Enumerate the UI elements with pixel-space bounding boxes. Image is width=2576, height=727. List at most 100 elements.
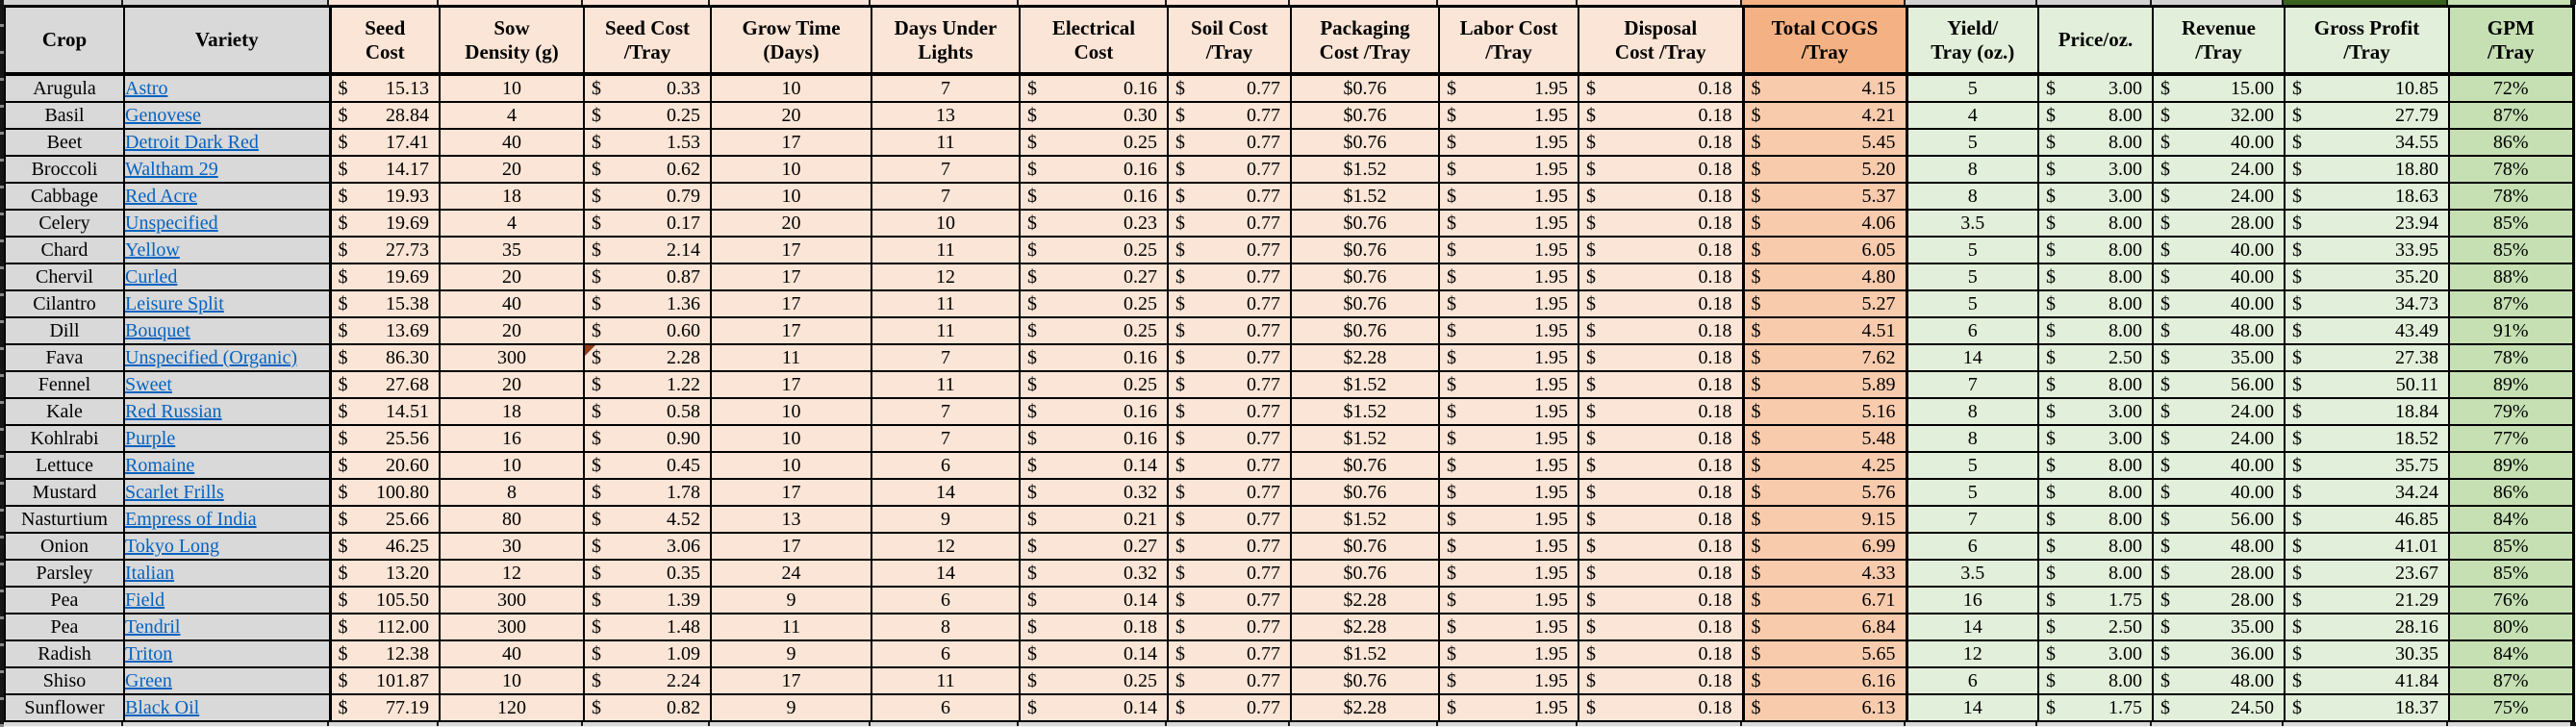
cell-gross_profit_tray[interactable]: $35.20 xyxy=(2284,263,2450,291)
cell-labor_cost_tray[interactable]: $1.95 xyxy=(1438,182,1579,211)
cell-gross_profit_tray[interactable]: $34.24 xyxy=(2284,478,2450,507)
cell-labor_cost_tray[interactable]: $1.95 xyxy=(1438,424,1579,453)
cell-packaging_cost_tray[interactable]: $0.76 xyxy=(1290,209,1440,238)
cell-seed_cost[interactable]: $12.38 xyxy=(328,639,441,668)
cell-total_cogs_tray[interactable]: $6.99 xyxy=(1741,532,1907,561)
cell-sow_density[interactable]: 30 xyxy=(439,532,585,561)
cell-variety[interactable]: Leisure Split xyxy=(123,289,331,318)
cell-seed_cost_tray[interactable]: $1.22 xyxy=(583,370,712,399)
cell-grow_time[interactable]: 10 xyxy=(710,155,872,184)
cell-crop[interactable]: Dill xyxy=(4,316,125,345)
cell-disposal_cost_tray[interactable]: $0.18 xyxy=(1578,639,1744,668)
cell-seed_cost[interactable]: $101.87 xyxy=(328,666,441,695)
cell-soil_cost_tray[interactable]: $0.77 xyxy=(1167,424,1292,453)
cell-packaging_cost_tray[interactable]: $0.76 xyxy=(1290,532,1440,561)
cell-disposal_cost_tray[interactable]: $0.18 xyxy=(1578,316,1744,345)
cell-seed_cost_tray[interactable]: $0.60 xyxy=(583,316,712,345)
cell-sow_density[interactable]: 4 xyxy=(439,209,585,238)
cell-disposal_cost_tray[interactable]: $0.18 xyxy=(1578,236,1744,264)
cell-revenue_tray[interactable]: $40.00 xyxy=(2152,263,2286,291)
cell-variety[interactable]: Tokyo Long xyxy=(123,532,331,561)
cell-grow_time[interactable]: 17 xyxy=(710,532,872,561)
cell-disposal_cost_tray[interactable]: $0.18 xyxy=(1578,128,1744,157)
cell-soil_cost_tray[interactable]: $0.77 xyxy=(1167,263,1292,291)
cell-variety[interactable]: Sweet xyxy=(123,370,331,399)
cell-days_under_lights[interactable]: 7 xyxy=(871,73,1021,103)
cell-gpm_tray[interactable]: 85% xyxy=(2448,236,2575,264)
cell-sow_density[interactable]: 300 xyxy=(439,613,585,641)
cell-packaging_cost_tray[interactable]: $0.76 xyxy=(1290,263,1440,291)
cell-revenue_tray[interactable]: $24.00 xyxy=(2152,424,2286,453)
cell-gpm_tray[interactable]: 79% xyxy=(2448,397,2575,426)
cell-yield_tray[interactable]: 16 xyxy=(1905,586,2039,614)
cell-soil_cost_tray[interactable]: $0.77 xyxy=(1167,559,1292,588)
cell-labor_cost_tray[interactable]: $1.95 xyxy=(1438,559,1579,588)
cell-revenue_tray[interactable]: $32.00 xyxy=(2152,101,2286,130)
cell-seed_cost[interactable]: $14.51 xyxy=(328,397,441,426)
cell-soil_cost_tray[interactable]: $0.77 xyxy=(1167,370,1292,399)
variety-link[interactable]: Genovese xyxy=(125,105,201,126)
cell-total_cogs_tray[interactable]: $5.16 xyxy=(1741,397,1907,426)
cell-disposal_cost_tray[interactable]: $0.18 xyxy=(1578,613,1744,641)
cell-grow_time[interactable]: 13 xyxy=(710,505,872,534)
cell-packaging_cost_tray[interactable]: $0.76 xyxy=(1290,559,1440,588)
cell-total_cogs_tray[interactable]: $9.15 xyxy=(1741,505,1907,534)
cell-seed_cost[interactable]: $17.41 xyxy=(328,128,441,157)
cell-electrical_cost[interactable]: $0.14 xyxy=(1019,586,1169,614)
cell-yield_tray[interactable]: 7 xyxy=(1905,370,2039,399)
cell-sow_density[interactable]: 10 xyxy=(439,451,585,480)
cell-sow_density[interactable]: 40 xyxy=(439,289,585,318)
column-header-packaging_cost_tray[interactable]: Packaging Cost /Tray xyxy=(1290,5,1440,76)
cell-gpm_tray[interactable]: 78% xyxy=(2448,343,2575,372)
cell-electrical_cost[interactable]: $0.25 xyxy=(1019,236,1169,264)
cell-electrical_cost[interactable]: $0.23 xyxy=(1019,209,1169,238)
cell-grow_time[interactable]: 17 xyxy=(710,128,872,157)
cell-seed_cost[interactable]: $100.80 xyxy=(328,478,441,507)
cell-seed_cost[interactable]: $13.69 xyxy=(328,316,441,345)
column-header-soil_cost_tray[interactable]: Soil Cost /Tray xyxy=(1167,5,1292,76)
cell-revenue_tray[interactable]: $35.00 xyxy=(2152,613,2286,641)
cell-packaging_cost_tray[interactable]: $1.52 xyxy=(1290,397,1440,426)
cell-gpm_tray[interactable]: 84% xyxy=(2448,505,2575,534)
cell-seed_cost[interactable]: $105.50 xyxy=(328,586,441,614)
cell-price_oz[interactable]: $3.00 xyxy=(2037,182,2154,211)
cell-price_oz[interactable]: $8.00 xyxy=(2037,209,2154,238)
cell-yield_tray[interactable]: 6 xyxy=(1905,666,2039,695)
cell-total_cogs_tray[interactable]: $6.16 xyxy=(1741,666,1907,695)
cell-total_cogs_tray[interactable]: $7.62 xyxy=(1741,343,1907,372)
cell-total_cogs_tray[interactable]: $6.05 xyxy=(1741,236,1907,264)
cell-sow_density[interactable]: 300 xyxy=(439,343,585,372)
variety-link[interactable]: Italian xyxy=(125,563,175,584)
cell-labor_cost_tray[interactable]: $1.95 xyxy=(1438,478,1579,507)
cell-seed_cost_tray[interactable]: $2.24 xyxy=(583,666,712,695)
cell-yield_tray[interactable]: 14 xyxy=(1905,343,2039,372)
cell-sow_density[interactable]: 18 xyxy=(439,397,585,426)
cell-electrical_cost[interactable]: $0.18 xyxy=(1019,613,1169,641)
cell-crop[interactable]: Broccoli xyxy=(4,155,125,184)
cell-revenue_tray[interactable]: $56.00 xyxy=(2152,370,2286,399)
cell-yield_tray[interactable]: 5 xyxy=(1905,478,2039,507)
cell-days_under_lights[interactable]: 14 xyxy=(871,478,1021,507)
cell-grow_time[interactable]: 17 xyxy=(710,289,872,318)
cell-yield_tray[interactable]: 5 xyxy=(1905,236,2039,264)
cell-revenue_tray[interactable]: $24.00 xyxy=(2152,182,2286,211)
cell-revenue_tray[interactable]: $35.00 xyxy=(2152,343,2286,372)
column-header-yield_tray[interactable]: Yield/ Tray (oz.) xyxy=(1905,5,2039,76)
column-header-variety[interactable]: Variety xyxy=(123,5,331,76)
cell-crop[interactable]: Beet xyxy=(4,128,125,157)
cell-gpm_tray[interactable]: 89% xyxy=(2448,370,2575,399)
cell-seed_cost_tray[interactable]: $3.06 xyxy=(583,532,712,561)
cell-yield_tray[interactable]: 12 xyxy=(1905,639,2039,668)
cell-labor_cost_tray[interactable]: $1.95 xyxy=(1438,128,1579,157)
cell-grow_time[interactable]: 9 xyxy=(710,693,872,722)
cell-days_under_lights[interactable]: 11 xyxy=(871,316,1021,345)
cell-seed_cost_tray[interactable]: $0.90 xyxy=(583,424,712,453)
cell-disposal_cost_tray[interactable]: $0.18 xyxy=(1578,101,1744,130)
column-header-gross_profit_tray[interactable]: Gross Profit /Tray xyxy=(2284,5,2450,76)
cell-variety[interactable]: Scarlet Frills xyxy=(123,478,331,507)
cell-price_oz[interactable]: $3.00 xyxy=(2037,397,2154,426)
cell-grow_time[interactable]: 17 xyxy=(710,478,872,507)
variety-link[interactable]: Curled xyxy=(125,266,178,288)
cell-grow_time[interactable]: 17 xyxy=(710,370,872,399)
cell-labor_cost_tray[interactable]: $1.95 xyxy=(1438,316,1579,345)
